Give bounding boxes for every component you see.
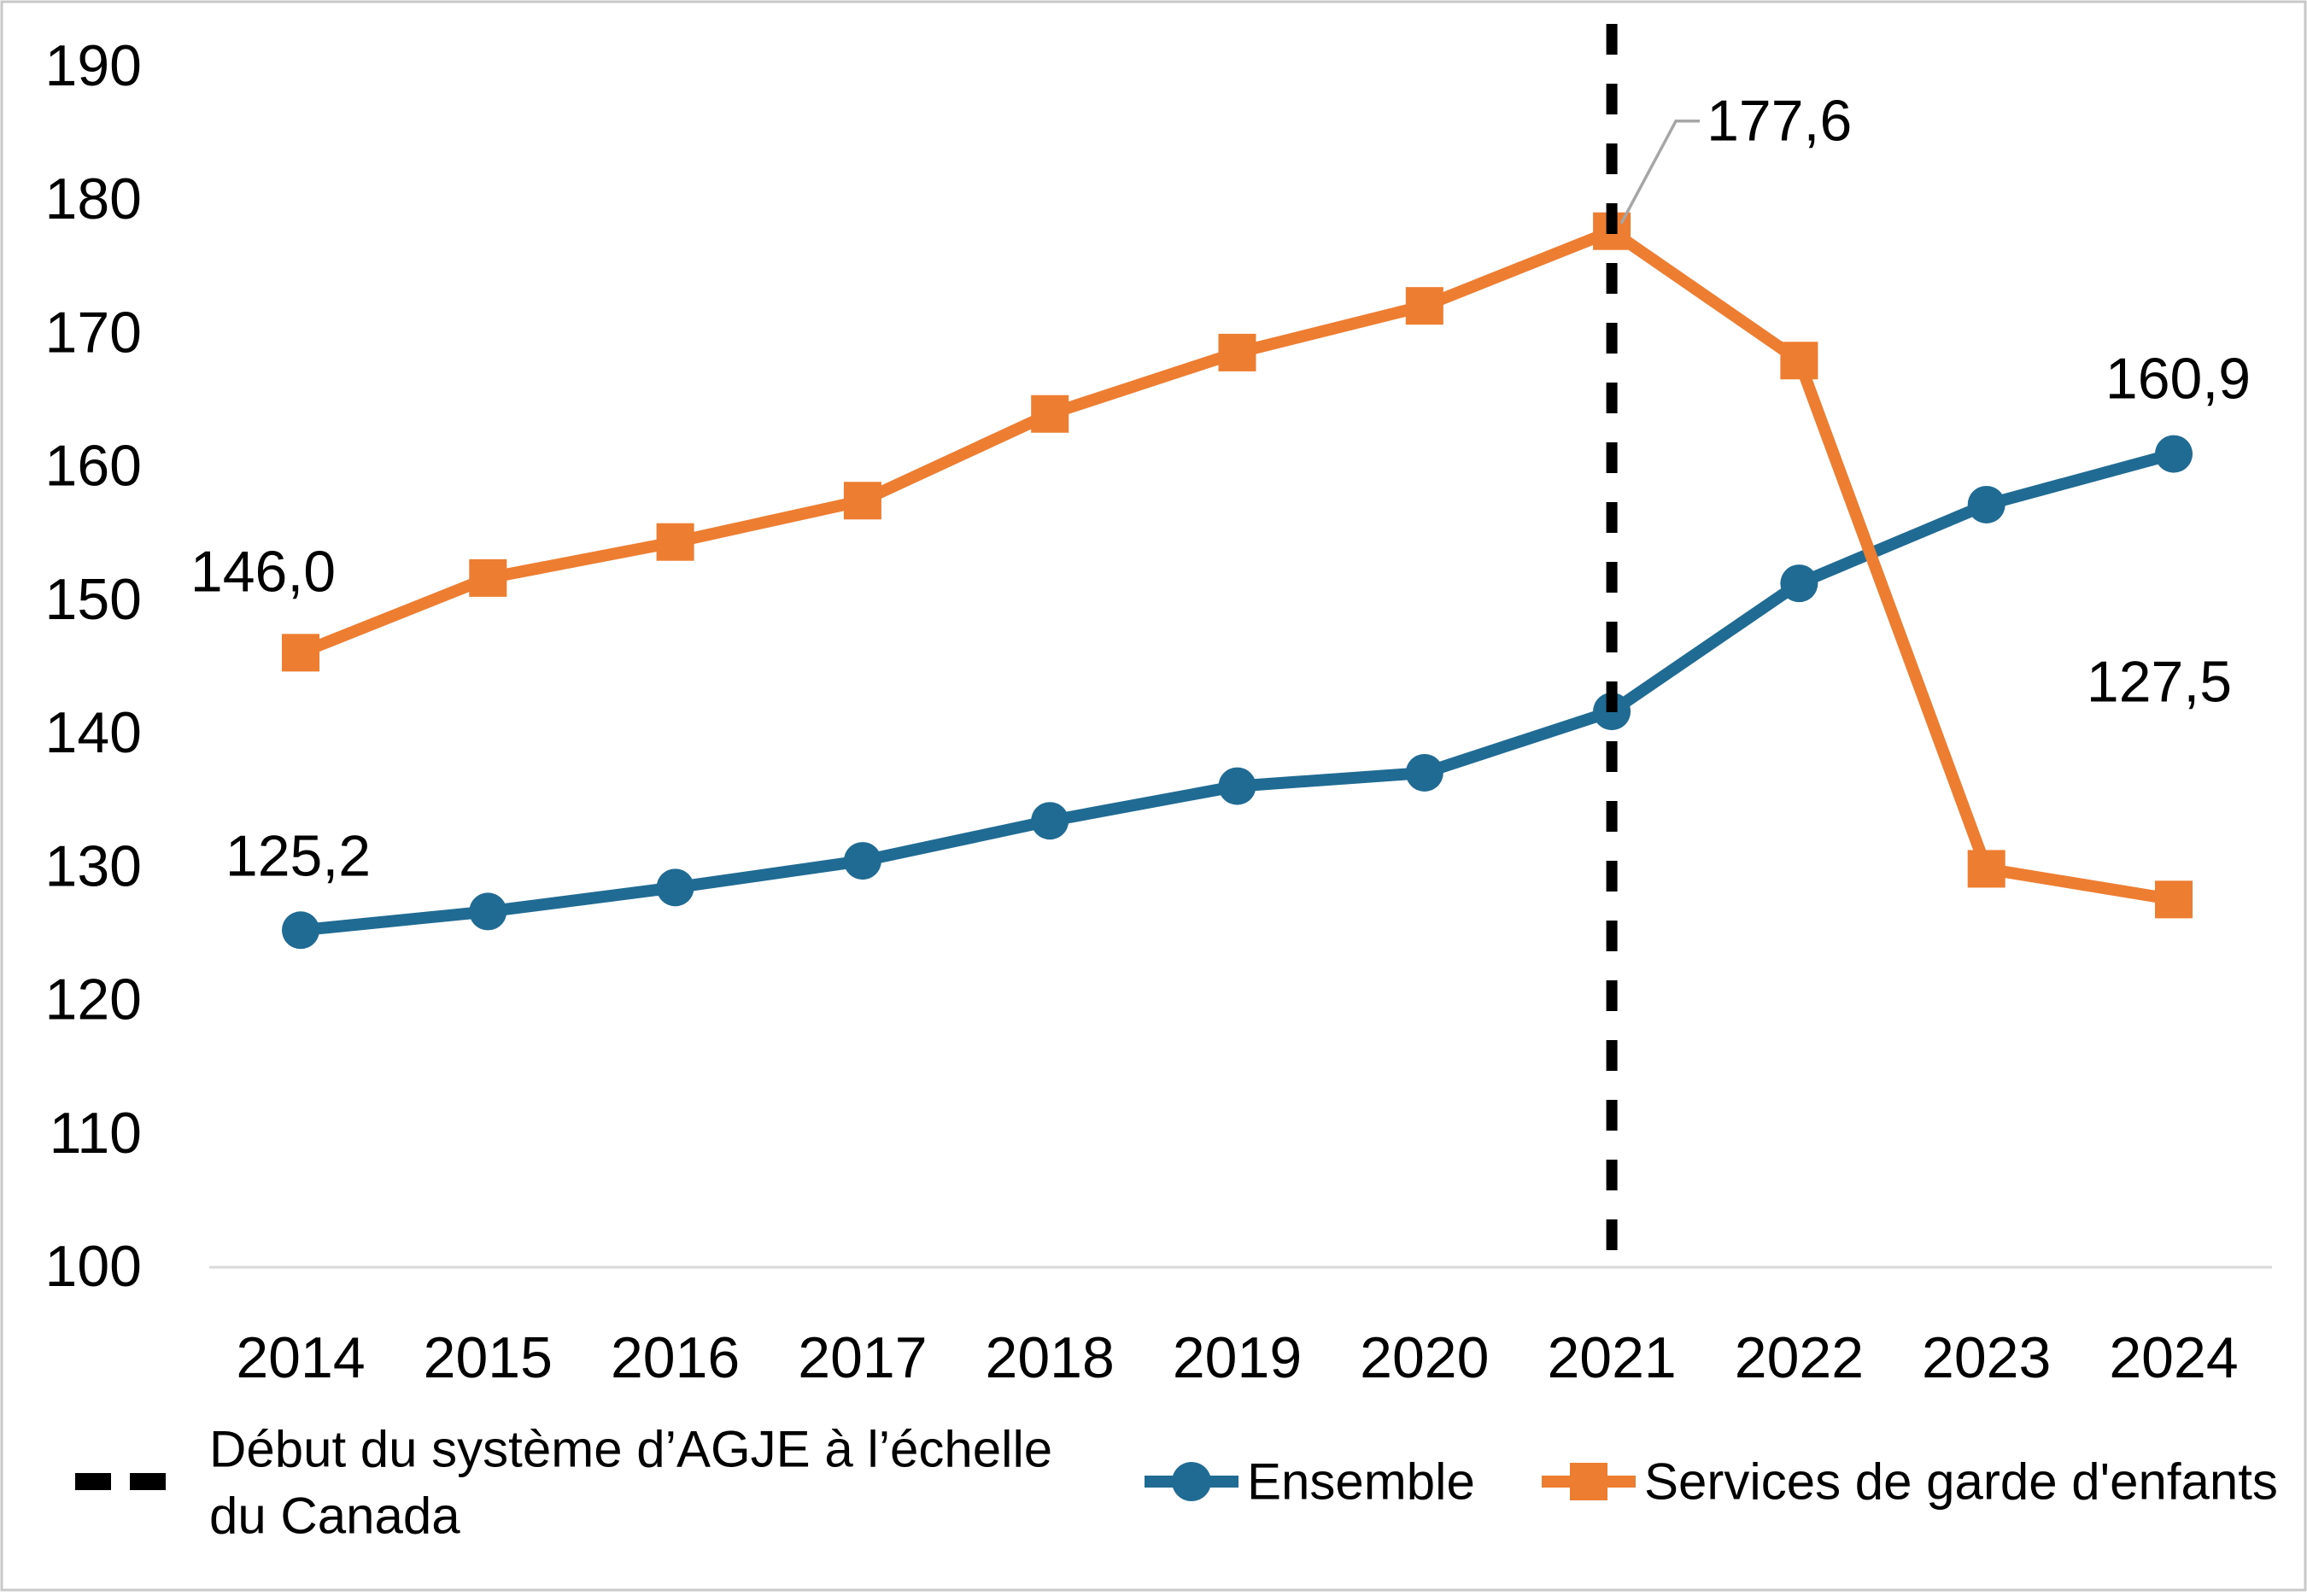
ensemble-point-2024 — [2155, 435, 2193, 473]
data-labels: 146,0 125,2 177,6 160,9 127,5 — [190, 89, 2251, 889]
x-tick-label-2014: 2014 — [236, 1325, 365, 1390]
services-point-2017 — [843, 482, 881, 520]
x-tick-label-2022: 2022 — [1735, 1325, 1864, 1390]
services-point-2015 — [469, 558, 507, 597]
data-label-125-2: 125,2 — [225, 823, 371, 888]
legend-item-ensemble: Ensemble — [1145, 1453, 1475, 1511]
data-label-160-9: 160,9 — [2105, 347, 2251, 412]
ensemble-point-2019 — [1218, 767, 1256, 805]
legend-reference-label-line1: Début du système d’AGJE à l’échelle — [209, 1421, 1052, 1478]
ensemble-point-2023 — [1967, 485, 2005, 523]
series — [282, 212, 2193, 950]
y-tick-label-130: 130 — [45, 833, 142, 898]
data-label-177-6: 177,6 — [1707, 89, 1852, 154]
y-tick-label-180: 180 — [45, 167, 142, 231]
ensemble-point-2022 — [1780, 564, 1818, 603]
data-label-127-5: 127,5 — [2087, 649, 2232, 714]
ensemble-point-2018 — [1031, 802, 1069, 840]
ensemble-point-2016 — [656, 868, 694, 907]
ensemble-point-2017 — [843, 842, 881, 880]
y-tick-label-140: 140 — [45, 700, 142, 765]
services-point-2020 — [1405, 287, 1443, 325]
services-point-2019 — [1218, 333, 1256, 371]
services-point-2022 — [1780, 342, 1818, 380]
y-tick-label-120: 120 — [45, 968, 142, 1032]
legend-reference-label-line2: du Canada — [209, 1488, 460, 1545]
x-tick-label-2020: 2020 — [1360, 1325, 1489, 1390]
axes: 190 180 170 160 150 140 130 120 110 100 2014 2015 20… — [45, 33, 2272, 1390]
x-tick-label-2016: 2016 — [611, 1325, 740, 1390]
x-tick-label-2018: 2018 — [986, 1325, 1115, 1390]
x-tick-label-2021: 2021 — [1547, 1325, 1676, 1390]
y-tick-label-110: 110 — [50, 1101, 142, 1166]
x-tick-label-2023: 2023 — [1922, 1325, 2051, 1390]
ensemble-point-2015 — [469, 892, 507, 931]
legend-item-reference-line: Début du système d’AGJE à l’échelle du C… — [75, 1421, 1052, 1545]
services-point-2023 — [1967, 850, 2005, 888]
y-tick-label-100: 100 — [45, 1234, 142, 1299]
x-tick-label-2024: 2024 — [2109, 1325, 2238, 1390]
legend-ensemble-label: Ensemble — [1247, 1453, 1475, 1511]
x-tick-label-2019: 2019 — [1173, 1325, 1302, 1390]
legend: Début du système d’AGJE à l’échelle du C… — [75, 1421, 2278, 1545]
services-point-2024 — [2155, 880, 2193, 919]
y-tick-label-160: 160 — [45, 434, 142, 499]
ensemble-point-2020 — [1405, 753, 1443, 792]
x-tick-label-2015: 2015 — [424, 1325, 553, 1390]
ensemble-marker-swatch — [1172, 1462, 1211, 1501]
services-point-2014 — [282, 634, 319, 672]
y-tick-label-150: 150 — [45, 567, 142, 632]
legend-services-label: Services de garde d'enfants — [1644, 1453, 2278, 1511]
y-tick-label-190: 190 — [45, 33, 142, 98]
services-marker-swatch — [1570, 1463, 1607, 1500]
y-tick-label-170: 170 — [45, 300, 142, 365]
x-tick-label-2017: 2017 — [798, 1325, 927, 1390]
leader-line-177-6 — [1619, 119, 1701, 225]
legend-item-services: Services de garde d'enfants — [1542, 1453, 2278, 1511]
data-label-146-0: 146,0 — [190, 539, 336, 604]
ensemble-point-2014 — [282, 911, 319, 950]
services-point-2016 — [656, 523, 694, 561]
services-point-2018 — [1031, 395, 1069, 433]
